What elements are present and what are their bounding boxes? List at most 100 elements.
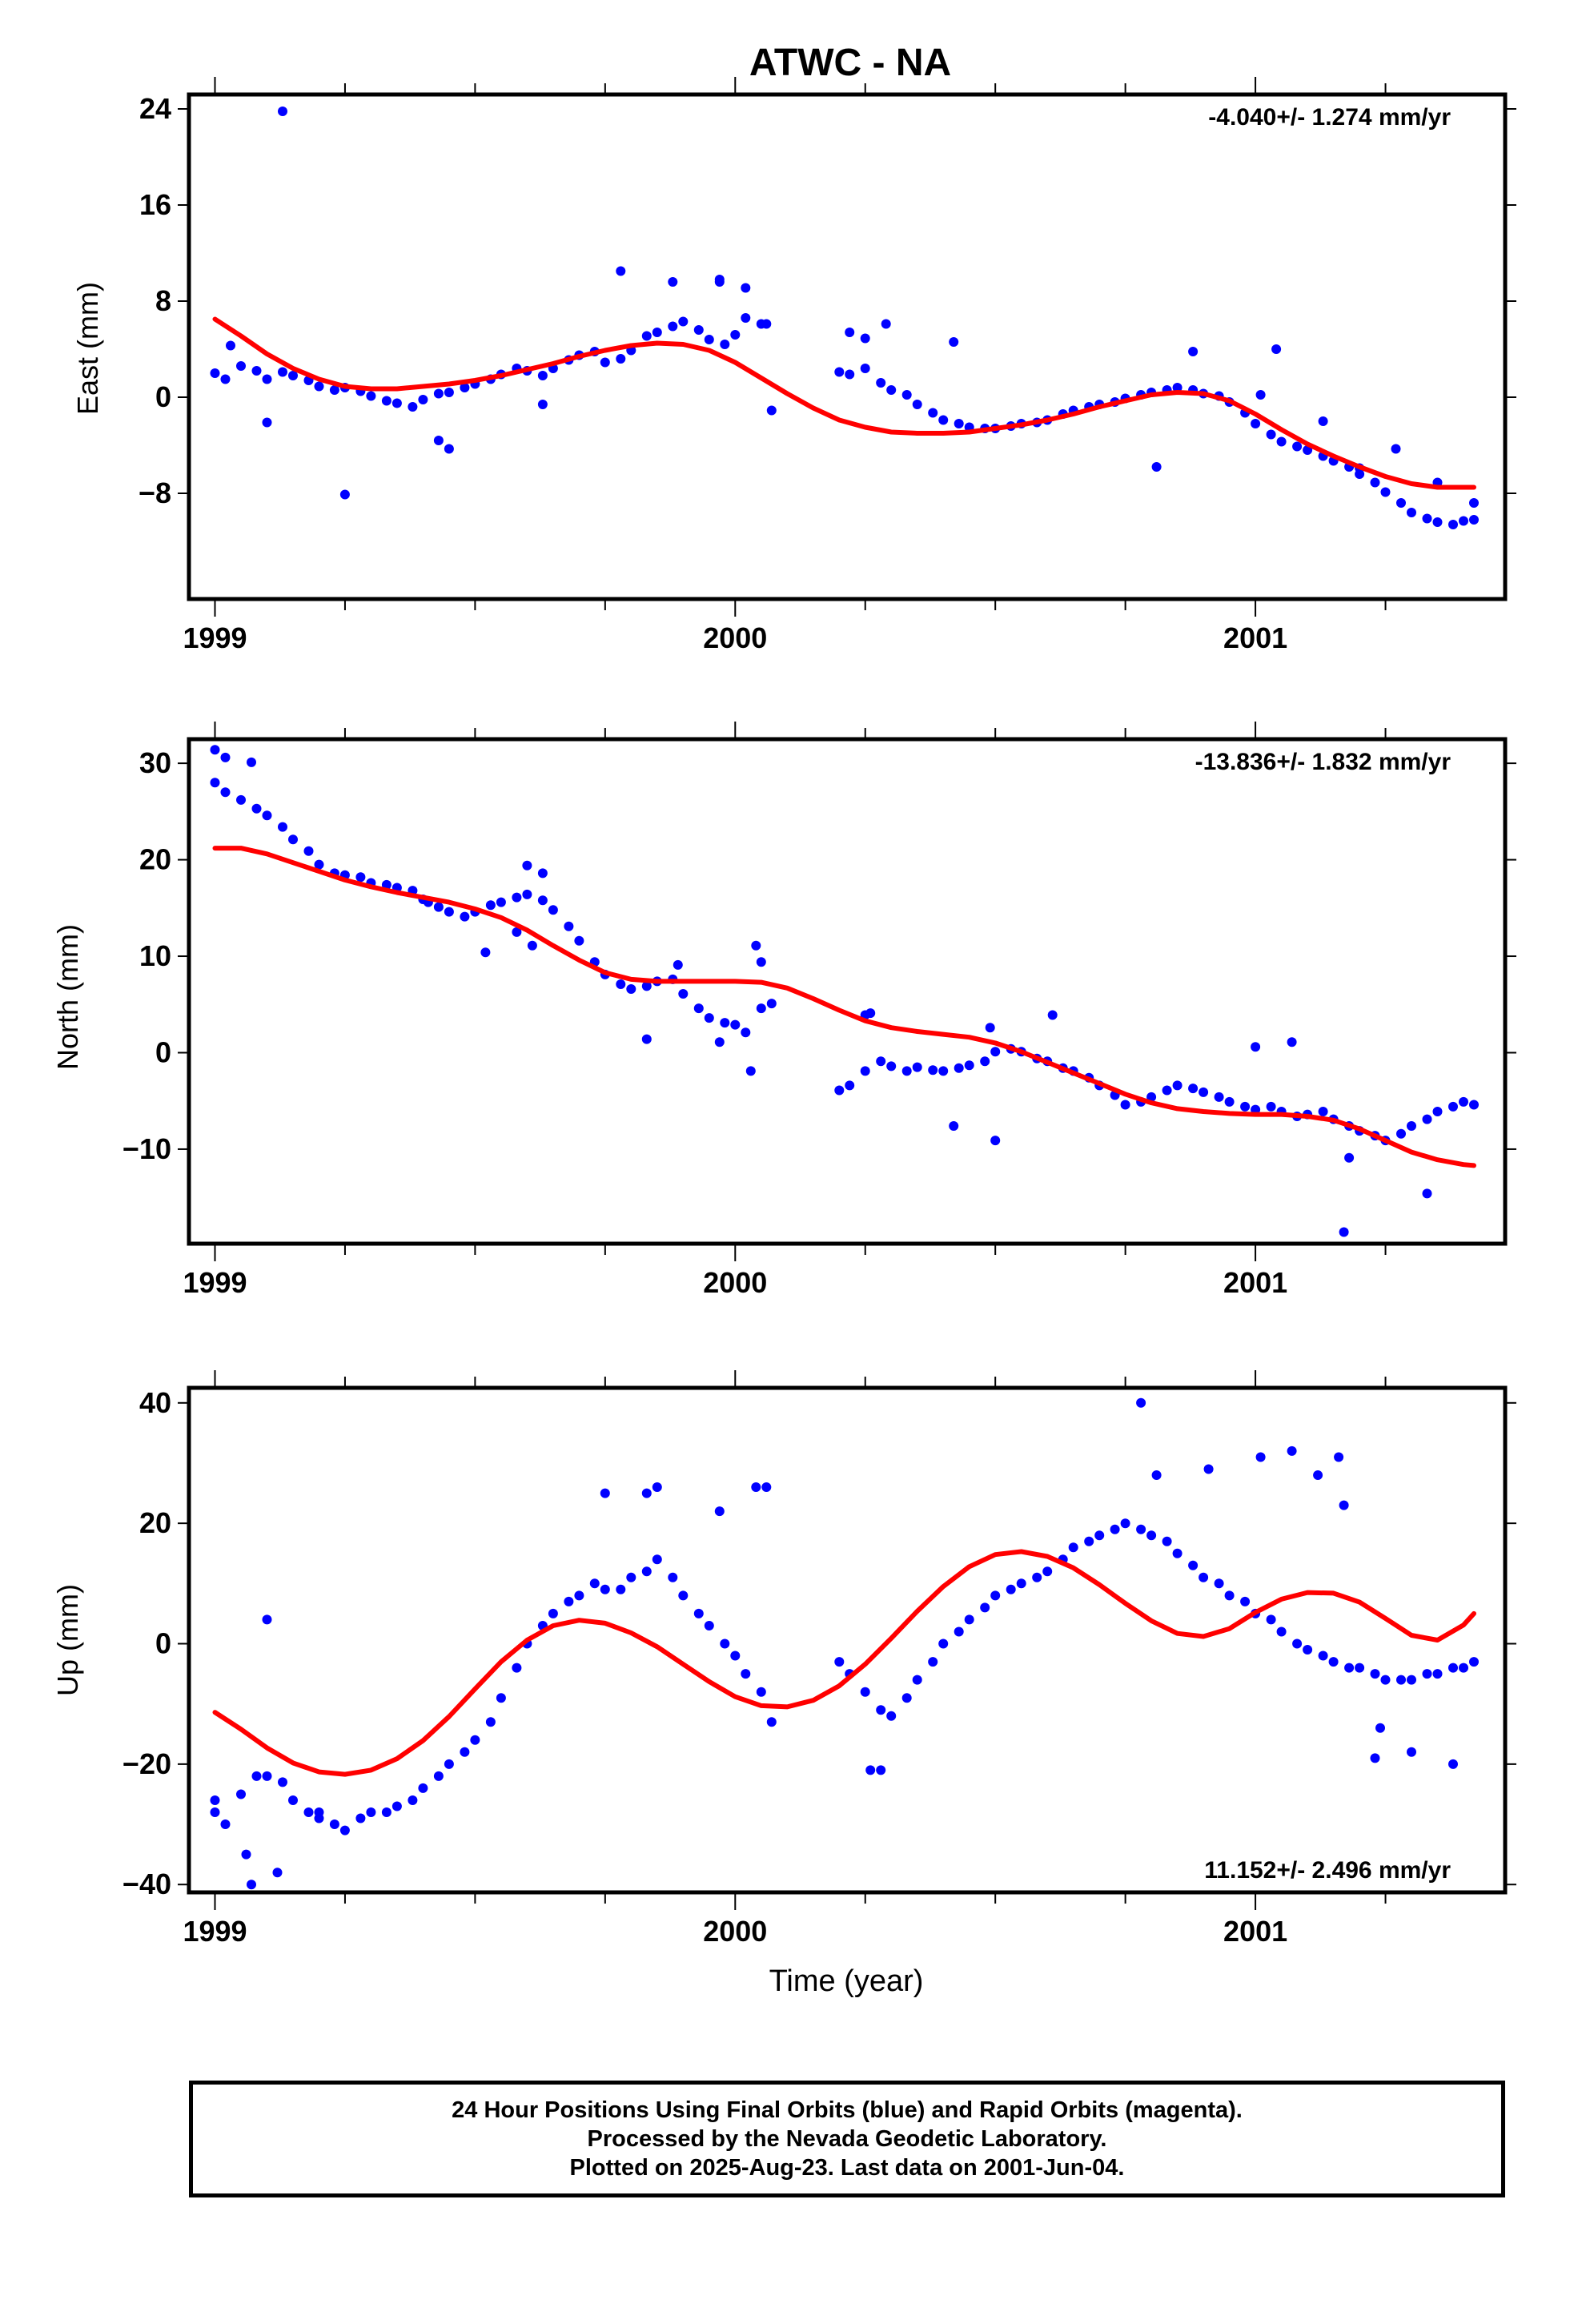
up-data-point bbox=[1110, 1524, 1120, 1534]
east-y-tick-label: 16 bbox=[139, 188, 171, 221]
east-data-point bbox=[954, 419, 964, 428]
east-data-point bbox=[1422, 513, 1432, 524]
up-data-point bbox=[641, 1488, 652, 1498]
east-data-point bbox=[761, 319, 772, 329]
up-data-point bbox=[678, 1590, 689, 1601]
east-data-point bbox=[220, 374, 231, 384]
north-data-point bbox=[928, 1065, 938, 1076]
east-x-tick-label: 2001 bbox=[1223, 621, 1287, 654]
up-data-point bbox=[1370, 1669, 1380, 1679]
north-y-tick-label: −10 bbox=[122, 1132, 171, 1165]
north-data-point bbox=[564, 921, 574, 931]
north-data-point bbox=[1162, 1085, 1172, 1096]
east-y-axis-label: East (mm) bbox=[71, 282, 104, 415]
east-data-point bbox=[1407, 508, 1416, 517]
up-data-point bbox=[1292, 1638, 1303, 1649]
north-data-point bbox=[751, 940, 761, 951]
up-data-point bbox=[548, 1608, 558, 1618]
up-data-point bbox=[1188, 1560, 1199, 1570]
up-data-point bbox=[241, 1849, 251, 1860]
north-data-point bbox=[278, 822, 287, 832]
up-data-point bbox=[1339, 1500, 1349, 1510]
up-data-point bbox=[1459, 1663, 1468, 1673]
east-data-point bbox=[641, 331, 652, 341]
east-data-point bbox=[1396, 498, 1406, 508]
up-y-tick-label: −40 bbox=[122, 1868, 171, 1900]
north-data-point bbox=[678, 989, 689, 999]
up-data-point bbox=[1370, 1753, 1380, 1763]
up-data-point bbox=[1151, 1470, 1162, 1480]
up-y-tick-label: 0 bbox=[155, 1627, 171, 1660]
north-data-point bbox=[1240, 1101, 1251, 1112]
north-data-point bbox=[901, 1066, 912, 1076]
north-data-point bbox=[210, 745, 220, 755]
up-data-point bbox=[210, 1807, 220, 1817]
north-data-point bbox=[756, 1003, 766, 1014]
north-data-point bbox=[641, 981, 652, 991]
up-data-point bbox=[1068, 1542, 1078, 1553]
north-panel: North (mm) -13.836+/- 1.832 mm/yr 1999 20… bbox=[51, 722, 1516, 1299]
up-data-point bbox=[865, 1765, 876, 1775]
north-data-point bbox=[1047, 1010, 1058, 1020]
up-data-point bbox=[288, 1795, 298, 1805]
up-data-point bbox=[730, 1651, 741, 1661]
east-data-point bbox=[720, 340, 730, 349]
up-data-point bbox=[1266, 1614, 1276, 1625]
north-data-point bbox=[741, 1027, 751, 1038]
up-data-point bbox=[938, 1638, 949, 1649]
east-data-point bbox=[226, 340, 235, 351]
up-y-tick-label: 40 bbox=[139, 1386, 171, 1419]
up-data-point bbox=[616, 1584, 626, 1594]
north-data-point bbox=[444, 907, 454, 917]
east-data-point bbox=[329, 385, 339, 395]
footer-caption-box: 24 Hour Positions Using Final Orbits (bl… bbox=[189, 2081, 1505, 2197]
north-data-point bbox=[1432, 1107, 1443, 1116]
north-data-point bbox=[860, 1066, 870, 1076]
north-y-tick-label: 30 bbox=[139, 746, 171, 779]
up-data-point bbox=[485, 1717, 496, 1727]
up-data-point bbox=[1303, 1645, 1313, 1655]
up-data-point bbox=[278, 1777, 287, 1787]
north-data-point bbox=[512, 927, 522, 937]
up-data-point bbox=[1042, 1566, 1053, 1577]
north-y-tick-label: 0 bbox=[155, 1035, 171, 1068]
north-data-point bbox=[766, 999, 777, 1009]
east-data-point bbox=[391, 398, 402, 408]
up-data-point bbox=[766, 1717, 777, 1727]
east-data-point bbox=[339, 489, 350, 500]
north-data-point bbox=[512, 892, 522, 903]
north-data-point bbox=[876, 1056, 886, 1067]
east-data-point bbox=[408, 402, 418, 412]
north-data-point bbox=[845, 1080, 855, 1091]
up-data-point bbox=[236, 1789, 246, 1799]
north-plot-frame bbox=[187, 737, 1508, 1246]
north-data-point bbox=[1407, 1121, 1416, 1131]
east-data-point bbox=[1469, 515, 1479, 525]
north-data-point bbox=[980, 1056, 990, 1067]
north-data-point bbox=[730, 1019, 741, 1030]
up-data-point bbox=[1203, 1464, 1214, 1474]
north-data-point bbox=[954, 1063, 964, 1073]
north-data-point bbox=[1318, 1107, 1328, 1116]
up-data-point bbox=[980, 1602, 990, 1613]
east-y-tick-label: −8 bbox=[139, 476, 171, 509]
east-data-point bbox=[433, 436, 444, 445]
east-data-point bbox=[1459, 516, 1468, 526]
east-data-point bbox=[668, 277, 678, 287]
up-data-point bbox=[652, 1554, 662, 1565]
east-data-point bbox=[366, 391, 376, 401]
north-data-point bbox=[247, 757, 256, 767]
east-data-point bbox=[314, 381, 324, 392]
east-data-point bbox=[912, 400, 922, 409]
x-axis-label: Time (year) bbox=[769, 1964, 924, 1998]
up-data-point bbox=[1240, 1596, 1251, 1606]
north-data-point bbox=[704, 1013, 714, 1023]
east-data-point bbox=[288, 371, 298, 380]
east-data-point bbox=[278, 367, 287, 377]
up-data-point bbox=[834, 1657, 845, 1667]
north-data-point bbox=[745, 1066, 756, 1076]
east-y-tick-label: 8 bbox=[155, 284, 171, 317]
up-data-point bbox=[303, 1807, 314, 1817]
up-data-point bbox=[652, 1482, 662, 1492]
north-data-point bbox=[1422, 1188, 1432, 1199]
